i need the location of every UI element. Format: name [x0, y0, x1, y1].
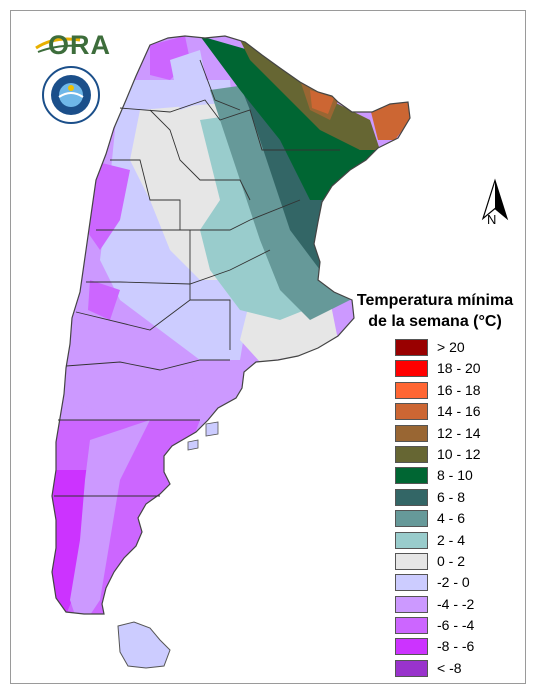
legend-swatch — [395, 360, 428, 378]
north-arrow-icon — [481, 178, 509, 221]
island-small — [205, 421, 219, 437]
legend-title: Temperatura mínima de la semana (°C) — [340, 290, 530, 332]
legend-label: > 20 — [437, 339, 465, 355]
legend-label: 4 - 6 — [437, 510, 466, 527]
ora-logo: ORA — [34, 28, 110, 62]
seal-icon — [42, 66, 100, 124]
legend-label: < -8 — [437, 659, 462, 676]
logo-swoosh-icon — [35, 37, 85, 53]
logo-text: ORA — [48, 30, 111, 60]
legend-swatch — [395, 574, 428, 592]
legend-label: 12 - 14 — [437, 424, 481, 441]
legend-label: 8 - 10 — [437, 467, 473, 484]
island-small — [187, 439, 199, 451]
legend-swatch — [395, 381, 428, 399]
legend-swatch — [395, 445, 428, 463]
legend-label: -8 - -6 — [437, 638, 475, 655]
legend-label: 10 - 12 — [437, 445, 481, 462]
legend-label: -2 - 0 — [437, 574, 470, 591]
legend-title-line2: de la semana (°C) — [368, 313, 502, 330]
legend-swatch — [395, 617, 428, 635]
legend-label: 16 - 18 — [437, 381, 481, 398]
legend-swatch — [395, 403, 428, 421]
legend-swatch — [395, 510, 428, 528]
legend-swatch — [395, 467, 428, 485]
legend-label: 6 - 8 — [437, 488, 466, 505]
legend-label: -4 - -2 — [437, 595, 475, 612]
legend-swatch — [395, 638, 428, 656]
tierra-del-fuego — [117, 621, 171, 669]
legend-swatch — [395, 339, 428, 356]
north-label: N — [487, 212, 497, 227]
legend-swatch — [395, 488, 428, 506]
legend-swatch — [395, 659, 428, 677]
legend-swatch — [395, 595, 428, 613]
legend-label: -6 - -4 — [437, 617, 475, 634]
legend-title-line1: Temperatura mínima — [356, 292, 514, 309]
legend-swatch — [395, 424, 428, 442]
legend-label: 14 - 16 — [437, 403, 481, 420]
legend-label: 2 - 4 — [437, 531, 466, 548]
legend-swatch — [395, 531, 428, 549]
legend-label: 18 - 20 — [437, 360, 481, 377]
legend-swatch — [395, 552, 428, 570]
legend-label: 0 - 2 — [437, 552, 466, 569]
